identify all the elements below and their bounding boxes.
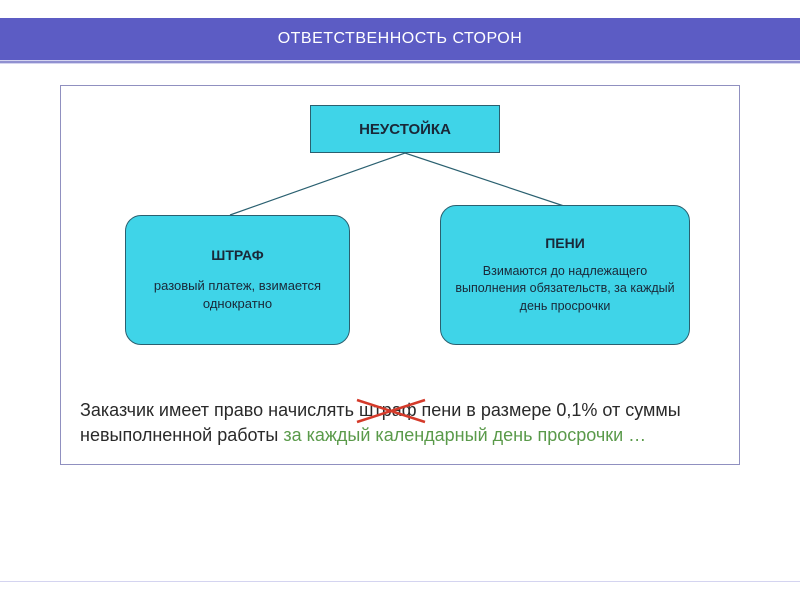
strike-word-text: штраф <box>359 400 417 420</box>
footer-line <box>0 581 800 582</box>
root-node: НЕУСТОЙКА <box>310 105 500 153</box>
header-band: ОТВЕТСТВЕННОСТЬ СТОРОН <box>0 18 800 60</box>
bottom-prefix: Заказчик имеет право начислять <box>80 400 359 420</box>
child-node-fine-text: разовый платеж, взимается однократно <box>140 277 335 312</box>
child-node-fine: ШТРАФ разовый платеж, взимается однократ… <box>125 215 350 345</box>
child-node-fine-title: ШТРАФ <box>211 247 263 263</box>
bottom-sentence: Заказчик имеет право начислять штраф пен… <box>80 398 720 448</box>
strike-word-container: штраф <box>359 398 417 423</box>
header-title: ОТВЕТСТВЕННОСТЬ СТОРОН <box>278 30 523 48</box>
bottom-green-text: за каждый календарный день просрочки … <box>283 425 646 445</box>
child-node-penalty: ПЕНИ Взимаются до надлежащего выполнения… <box>440 205 690 345</box>
root-node-label: НЕУСТОЙКА <box>359 121 451 138</box>
child-node-penalty-title: ПЕНИ <box>545 235 585 251</box>
header-underline-inner <box>0 61 800 63</box>
child-node-penalty-text: Взимаются до надлежащего выполнения обяз… <box>455 263 675 316</box>
